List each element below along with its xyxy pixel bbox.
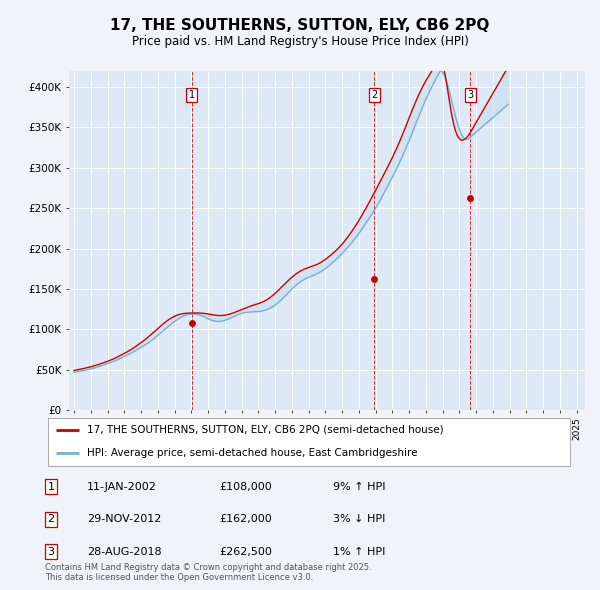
- Text: 2: 2: [371, 90, 377, 100]
- Text: 28-AUG-2018: 28-AUG-2018: [87, 547, 161, 556]
- Text: 1: 1: [47, 482, 55, 491]
- Text: 3: 3: [467, 90, 473, 100]
- Text: £108,000: £108,000: [219, 482, 272, 491]
- Text: 3% ↓ HPI: 3% ↓ HPI: [333, 514, 385, 524]
- Text: 1% ↑ HPI: 1% ↑ HPI: [333, 547, 385, 556]
- Text: HPI: Average price, semi-detached house, East Cambridgeshire: HPI: Average price, semi-detached house,…: [87, 448, 418, 458]
- Text: Contains HM Land Registry data © Crown copyright and database right 2025.
This d: Contains HM Land Registry data © Crown c…: [45, 563, 371, 582]
- Text: 11-JAN-2002: 11-JAN-2002: [87, 482, 157, 491]
- Text: 1: 1: [189, 90, 195, 100]
- Text: 3: 3: [47, 547, 55, 556]
- Text: £262,500: £262,500: [219, 547, 272, 556]
- Text: 17, THE SOUTHERNS, SUTTON, ELY, CB6 2PQ: 17, THE SOUTHERNS, SUTTON, ELY, CB6 2PQ: [110, 18, 490, 34]
- Text: 17, THE SOUTHERNS, SUTTON, ELY, CB6 2PQ (semi-detached house): 17, THE SOUTHERNS, SUTTON, ELY, CB6 2PQ …: [87, 425, 444, 435]
- Text: 29-NOV-2012: 29-NOV-2012: [87, 514, 161, 524]
- Text: Price paid vs. HM Land Registry's House Price Index (HPI): Price paid vs. HM Land Registry's House …: [131, 35, 469, 48]
- Text: £162,000: £162,000: [219, 514, 272, 524]
- Text: 2: 2: [47, 514, 55, 524]
- Text: 9% ↑ HPI: 9% ↑ HPI: [333, 482, 386, 491]
